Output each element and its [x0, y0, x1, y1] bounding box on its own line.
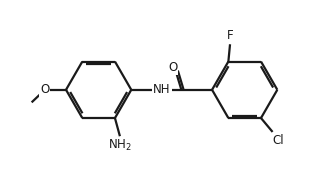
Text: O: O [169, 61, 178, 74]
Text: F: F [226, 29, 233, 42]
Text: Cl: Cl [273, 134, 284, 147]
Text: NH$_2$: NH$_2$ [108, 138, 132, 153]
Text: NH: NH [153, 83, 171, 96]
Text: O: O [40, 83, 49, 96]
